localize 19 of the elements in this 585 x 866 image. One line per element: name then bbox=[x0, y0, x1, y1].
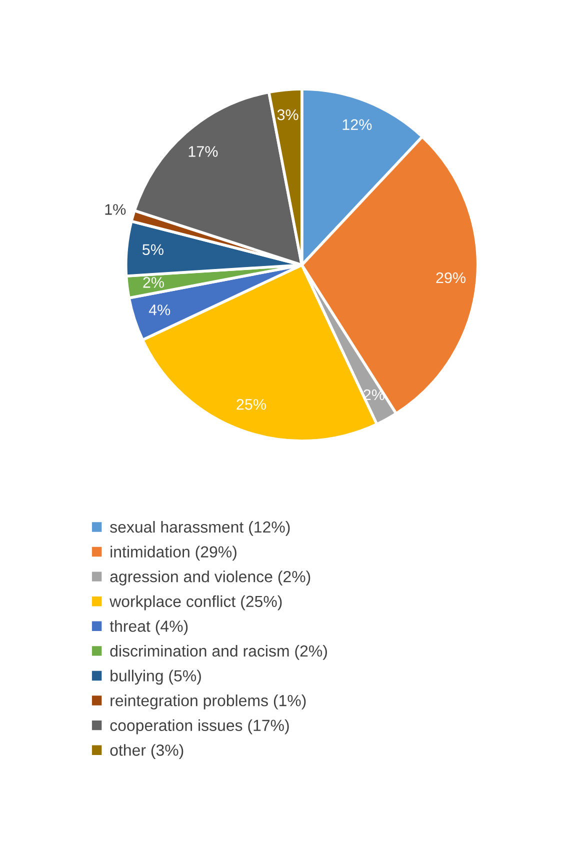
legend-label: other (3%) bbox=[110, 744, 184, 759]
legend-label: intimidation (29%) bbox=[110, 546, 236, 561]
data-label: 3% bbox=[277, 109, 298, 120]
legend-label: sexual harassment (12%) bbox=[110, 520, 290, 536]
legend-label: workplace conflict (25%) bbox=[110, 595, 282, 610]
legend-label: cooperation issues (17%) bbox=[110, 719, 289, 734]
data-label: 17% bbox=[188, 146, 218, 157]
data-label: 12% bbox=[342, 119, 372, 130]
data-label: 4% bbox=[148, 304, 170, 316]
legend-label: agression and violence (2%) bbox=[110, 570, 310, 586]
legend-label: discrimination and racism (2%) bbox=[110, 644, 327, 660]
legend-label: threat (4%) bbox=[110, 620, 188, 636]
data-label: 1% bbox=[105, 204, 126, 215]
legend-label: reintegration problems (1%) bbox=[110, 694, 306, 710]
legend-label: bullying (5%) bbox=[110, 670, 201, 685]
data-label: 29% bbox=[436, 272, 466, 284]
data-label: 25% bbox=[236, 399, 266, 410]
data-label: 5% bbox=[142, 244, 164, 256]
data-label: 2% bbox=[143, 277, 164, 288]
